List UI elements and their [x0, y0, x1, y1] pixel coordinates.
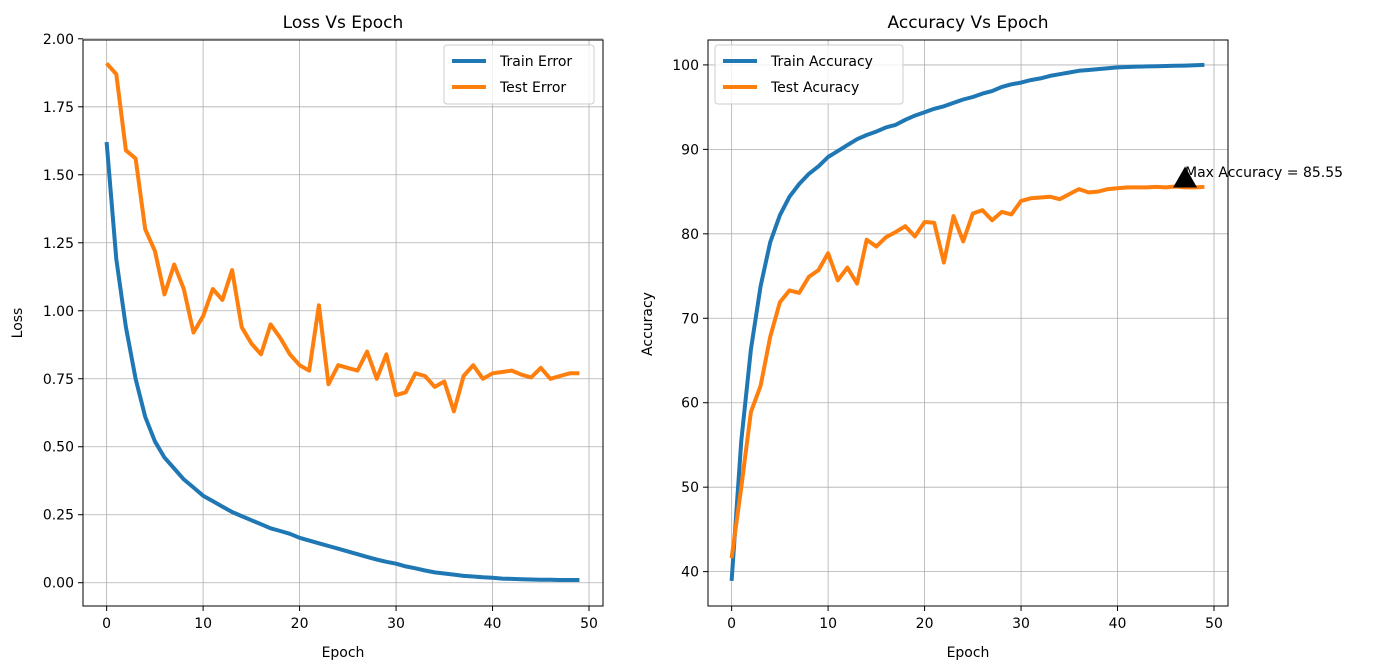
accuracy-y-tick-label: 50	[681, 480, 699, 496]
loss-ticks: 0 10 20 30 40 50 0.00 0.25 0.50 0.75 1.00 1.25 1.50 1…	[43, 32, 598, 632]
accuracy-grid	[708, 40, 1228, 606]
loss-y-tick-label: 0.50	[43, 440, 74, 456]
accuracy-y-tick-label: 70	[681, 311, 699, 327]
loss-legend: Train Error Test Error	[443, 44, 595, 105]
accuracy-y-axis-label: Accuracy	[640, 292, 656, 356]
accuracy-series-test-acuracy-line	[729, 184, 1205, 559]
accuracy-series-train-accuracy-line	[729, 62, 1205, 582]
loss-y-tick-label: 0.00	[43, 576, 74, 592]
loss-series-test-error-line	[105, 61, 580, 414]
loss-legend-label-test: Test Error	[499, 80, 566, 96]
loss-grid	[83, 38, 603, 606]
accuracy-x-tick-label: 10	[819, 616, 837, 632]
loss-x-tick-label: 30	[387, 616, 405, 632]
accuracy-ticks: 0 10 20 30 40 50 40 50 60 70 80 90 100	[672, 58, 1223, 632]
accuracy-axes-frame	[707, 39, 1229, 607]
accuracy-y-tick-label: 100	[672, 58, 699, 74]
max-accuracy-annotation: Max Accuracy = 85.55	[1173, 165, 1343, 188]
loss-x-tick-label: 20	[291, 616, 309, 632]
loss-y-tick-label: 1.00	[43, 304, 74, 320]
accuracy-legend-label-test: Test Acuracy	[770, 80, 859, 96]
loss-axes-frame	[82, 39, 604, 607]
accuracy-plot-area	[729, 62, 1205, 582]
accuracy-x-tick-label: 40	[1109, 616, 1127, 632]
accuracy-x-axis-label: Epoch	[947, 645, 990, 661]
loss-x-tick-label: 10	[194, 616, 212, 632]
loss-y-tick-label: 1.25	[43, 236, 74, 252]
loss-y-tick-label: 1.50	[43, 168, 74, 184]
accuracy-x-tick-label: 20	[916, 616, 934, 632]
accuracy-chart: 0 10 20 30 40 50 40 50 60 70 80 90 100 Accuracy Vs E…	[640, 13, 1343, 661]
loss-x-tick-label: 0	[102, 616, 111, 632]
max-accuracy-marker	[1173, 166, 1198, 188]
accuracy-y-tick-label: 60	[681, 396, 699, 412]
accuracy-x-tick-label: 30	[1012, 616, 1030, 632]
loss-y-axis-label: Loss	[10, 308, 26, 339]
loss-series-train-error-line	[104, 141, 580, 582]
accuracy-x-tick-label: 0	[727, 616, 736, 632]
accuracy-legend-label-train: Train Accuracy	[770, 54, 873, 70]
accuracy-legend-box	[714, 44, 904, 105]
loss-x-tick-label: 50	[580, 616, 598, 632]
loss-x-tick-label: 40	[484, 616, 502, 632]
accuracy-y-tick-label: 90	[681, 142, 699, 158]
accuracy-chart-title: Accuracy Vs Epoch	[888, 13, 1049, 33]
loss-legend-label-train: Train Error	[499, 54, 572, 70]
accuracy-legend: Train Accuracy Test Acuracy	[714, 44, 904, 105]
accuracy-y-tick-label: 80	[681, 227, 699, 243]
loss-plot-area	[104, 61, 580, 582]
loss-y-tick-label: 0.25	[43, 508, 74, 524]
loss-chart-title: Loss Vs Epoch	[283, 13, 404, 33]
loss-y-tick-label: 1.75	[43, 100, 74, 116]
max-accuracy-label: Max Accuracy = 85.55	[1185, 165, 1343, 181]
accuracy-x-tick-label: 50	[1205, 616, 1223, 632]
loss-y-tick-label: 2.00	[43, 32, 74, 48]
accuracy-y-tick-label: 40	[681, 565, 699, 581]
loss-x-axis-label: Epoch	[322, 645, 365, 661]
loss-chart: 0 10 20 30 40 50 0.00 0.25 0.50 0.75 1.00 1.25 1.50 1…	[10, 13, 604, 661]
loss-y-tick-label: 0.75	[43, 372, 74, 388]
